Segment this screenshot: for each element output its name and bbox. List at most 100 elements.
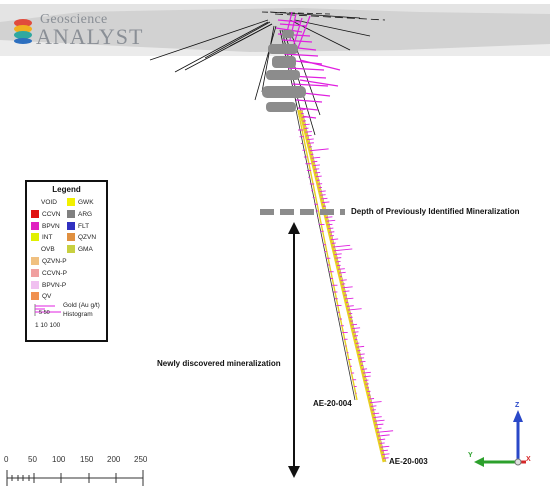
histogram-ticks-bottom: 1 10 100 [35, 322, 61, 329]
legend-item-gma: GMA [67, 245, 147, 255]
legend-swatch [67, 233, 75, 242]
grey-ore-body [262, 30, 306, 112]
gold-histogram-tick [382, 453, 390, 456]
gold-histogram-tick [368, 398, 375, 400]
gold-histogram-tick [306, 134, 312, 137]
scale-tick-label: 250 [134, 455, 148, 464]
gold-histogram-tick [307, 142, 314, 144]
gold-histogram-tick [322, 201, 330, 204]
legend-item-label: OVB [41, 246, 55, 254]
logo-line-1: Geoscience [40, 12, 108, 27]
gold-histogram-tick [383, 457, 389, 459]
gold-histogram-tick [330, 238, 339, 241]
legend-item-label: BPVN [42, 222, 60, 230]
legend-title: Legend [52, 185, 81, 194]
gold-histogram-tick [305, 131, 312, 133]
gold-histogram-tick [299, 109, 306, 111]
legend-item-label: CCVN [42, 210, 61, 218]
geoscience-analyst-logo: Geoscience ANALYST [12, 10, 152, 49]
gold-histogram-tick [343, 290, 350, 293]
gold-histogram-tick [362, 371, 371, 374]
gold-histogram-tick [360, 360, 366, 363]
legend-item-label: BPVN-P [42, 281, 67, 289]
histogram-ticks-top: 5 50 [39, 310, 50, 316]
gold-histogram-tick [320, 194, 326, 196]
gold-histogram-tick [379, 442, 385, 444]
axis-z-label: Z [515, 402, 520, 409]
depth-extent-arrow [288, 222, 300, 478]
legend-swatch [31, 198, 39, 206]
legend-swatch [31, 245, 39, 253]
legend-item-flt: FLT [67, 221, 147, 232]
legend-item-void: VOID [31, 198, 111, 208]
gold-histogram-tick [380, 445, 390, 448]
gold-histogram-tick [325, 216, 333, 218]
gold-histogram-tick [375, 423, 384, 426]
hole-ae-20-003-label: AE-20-003 [389, 457, 428, 466]
gold-histogram-tick [315, 175, 322, 178]
gold-histogram-tick [311, 156, 321, 159]
gold-histogram-tick [328, 227, 334, 230]
legend-swatch [67, 209, 75, 218]
legend-swatch [67, 221, 75, 230]
scale-bar-graphic [6, 470, 144, 486]
legend-swatch [31, 221, 39, 230]
gold-histogram-tick [303, 123, 310, 126]
legend-item-ccvn-p: CCVN-P [31, 268, 111, 279]
logo-line-2: ANALYST [36, 24, 144, 49]
legend-item-ccvn: CCVN [31, 209, 111, 220]
gold-histogram-tick [381, 449, 388, 452]
gold-histogram-tick [340, 279, 347, 281]
gold-histogram-tick [309, 148, 329, 152]
gold-histogram-tick [346, 305, 354, 307]
gold-histogram-tick [378, 438, 386, 441]
scale-bar: 0 50 100 150 200 250 [0, 455, 150, 495]
legend-swatch [31, 233, 39, 242]
histogram-sample-icon [34, 304, 61, 316]
gold-histogram-tick [337, 268, 345, 270]
gold-histogram-tick [314, 168, 320, 170]
legend-item-qv: QV [31, 292, 111, 302]
legend-panel: Legend VOID GWK CCVN ARG BPVN FLT INT QZVN OVB GM… [25, 180, 108, 342]
gold-histogram-tick [301, 116, 307, 118]
gold-histogram-tick [376, 430, 394, 433]
gold-histogram-tick [372, 412, 380, 415]
legend-item-label: INT [42, 234, 53, 242]
legend-swatch [31, 209, 39, 218]
scale-tick-label: 100 [52, 455, 66, 464]
scale-tick-label: 200 [107, 455, 121, 464]
legend-swatch [31, 257, 39, 265]
legend-item-label: QZVN [78, 234, 97, 242]
gold-histogram-tick [352, 327, 361, 330]
gold-histogram-tick [329, 231, 335, 233]
gold-histogram-tick [321, 197, 328, 200]
hole-ae-20-004-label: AE-20-004 [313, 399, 352, 408]
depth-previous-mineralization-label: Depth of Previously Identified Mineraliz… [351, 207, 520, 216]
gold-histogram-tick [373, 416, 382, 418]
gold-histogram-tick [356, 345, 365, 348]
gold-histogram-legend: Gold (Au g/t) Histogram 5 50 1 10 100 [33, 302, 108, 342]
gold-histogram-tick [347, 308, 362, 311]
gold-histogram-tick [307, 138, 314, 141]
gold-histogram-tick [375, 427, 382, 430]
histogram-label-2: Histogram [63, 311, 93, 318]
gold-histogram-tick [358, 353, 365, 355]
legend-item-bpvn: BPVN [31, 221, 111, 232]
scale-tick-label: 0 [4, 455, 9, 464]
gold-histogram-tick [313, 164, 321, 167]
legend-item-label: FLT [78, 222, 90, 230]
drill-trace-ae-20-003 [298, 109, 387, 463]
legend-item-bpvn-p: BPVN-P [31, 280, 111, 291]
gold-histogram-tick [353, 331, 359, 333]
gold-histogram-tick [363, 375, 371, 378]
logo-stack-icon [14, 19, 32, 44]
gold-histogram-tick [319, 190, 326, 192]
gold-histogram-tick [374, 419, 385, 422]
legend-swatch [31, 292, 39, 301]
gold-histogram-tick [369, 401, 382, 404]
legend-swatch [31, 280, 39, 289]
axis-x-label: X [526, 456, 531, 463]
histogram-label-1: Gold (Au g/t) [63, 302, 100, 309]
legend-item-label: ARG [78, 210, 93, 218]
legend-swatch [67, 245, 75, 254]
